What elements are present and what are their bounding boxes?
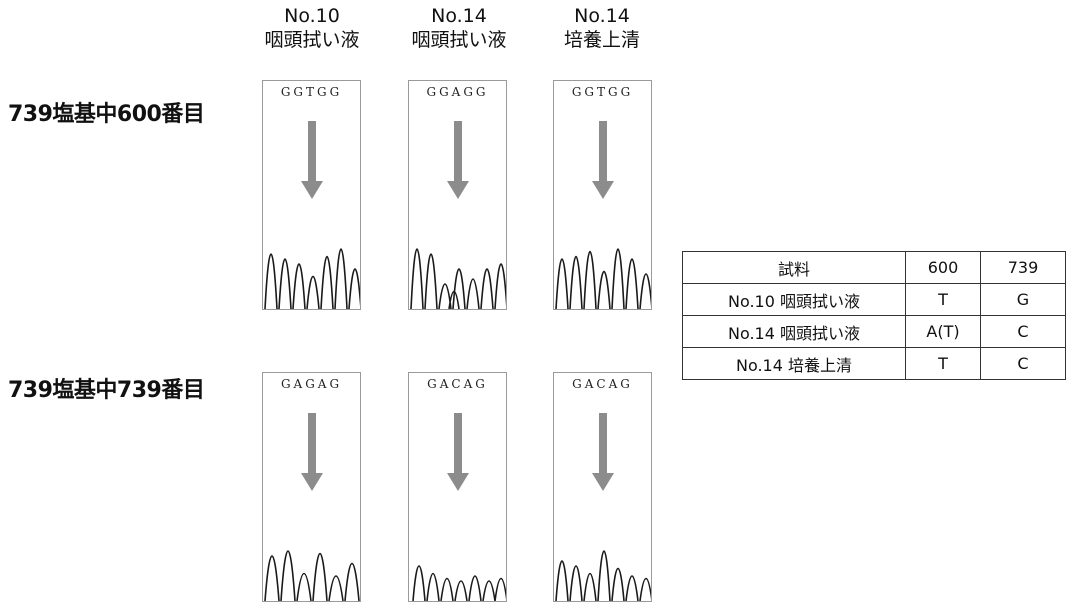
chromatogram-trace [555,248,651,309]
column-header-2: No.14 咽頭拭い液 [394,4,524,52]
column-header-1-line2: 咽頭拭い液 [264,29,360,51]
results-table: 試料 600 739 No.10 咽頭拭い液 T G No.14 咽頭拭い液 A… [682,251,1066,380]
table-header: 600 [905,251,981,284]
chromatogram-trace [555,550,651,601]
column-header-3: No.14 培養上清 [537,4,667,52]
table-cell: No.14 培養上清 [682,347,906,380]
column-header-1: No.10 咽頭拭い液 [247,4,377,52]
chromatogram-panel-739-1: GAGAG [262,372,361,602]
chromatogram-panel-739-2: GACAG [408,372,507,602]
row-label-600: 739塩基中600番目 [8,102,205,127]
down-arrow-icon [301,121,323,199]
sequence-label: GGAGG [426,85,489,99]
sequence-label: GACAG [427,377,488,391]
down-arrow-icon [592,121,614,199]
table-header-row: 試料 600 739 [682,251,1066,284]
table-cell: No.14 咽頭拭い液 [682,315,906,348]
chromatogram-trace [410,248,506,309]
chromatogram-panel-600-2: GGAGG [408,80,507,310]
chromatogram-panel-600-1: GGTGG [262,80,361,310]
chromatogram-panel-739-3: GACAG [553,372,652,602]
down-arrow-icon [301,413,323,491]
column-header-3-line2: 培養上清 [563,29,640,51]
table-cell: C [980,315,1066,348]
table-cell: T [905,347,981,380]
column-header-1-line1: No.10 [284,5,340,27]
down-arrow-icon [447,121,469,199]
column-header-2-line2: 咽頭拭い液 [411,29,507,51]
chromatogram-trace [412,565,506,601]
table-header: 試料 [682,251,906,284]
chromatogram-trace [264,550,360,601]
row-label-739: 739塩基中739番目 [8,378,205,403]
sequence-label: GACAG [572,377,633,391]
table-row: No.14 咽頭拭い液 A(T) C [682,315,1066,348]
down-arrow-icon [447,413,469,491]
table-row: No.14 培養上清 T C [682,347,1066,380]
table-cell: No.10 咽頭拭い液 [682,283,906,316]
chromatogram-panel-600-3: GGTGG [553,80,652,310]
table-header: 739 [980,251,1066,284]
chromatogram-trace [264,248,360,309]
sequence-label: GGTGG [571,85,634,99]
table-cell: C [980,347,1066,380]
table-cell: T [905,283,981,316]
sequence-label: GAGAG [280,377,343,391]
table-cell: G [980,283,1066,316]
sequence-label: GGTGG [280,85,343,99]
table-row: No.10 咽頭拭い液 T G [682,283,1066,316]
table-cell: A(T) [905,315,981,348]
column-header-2-line1: No.14 [431,5,487,27]
column-header-3-line1: No.14 [574,5,630,27]
down-arrow-icon [592,413,614,491]
